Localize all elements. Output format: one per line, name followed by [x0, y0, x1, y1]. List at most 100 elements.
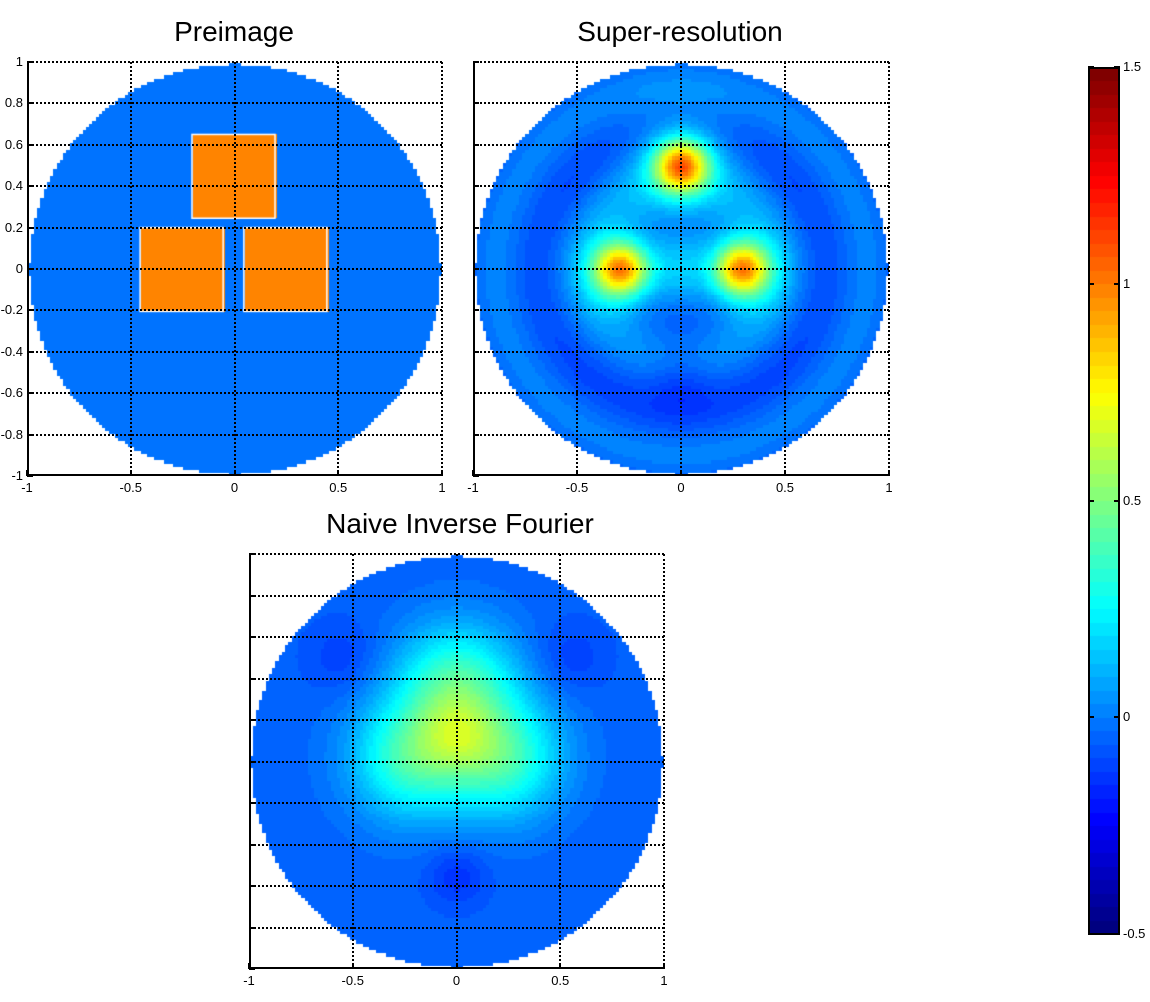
y-tick [249, 926, 255, 929]
colorbar-tick [1114, 282, 1120, 285]
x-tick [784, 470, 786, 476]
y-tick [249, 553, 255, 555]
y-tick-label: -0.2 [0, 302, 23, 318]
x-tick-label: 1 [438, 480, 446, 495]
x-tick-label: -1 [21, 480, 33, 495]
x-tick-label: 1 [660, 973, 668, 988]
gridline-vertical [888, 62, 890, 476]
y-tick [27, 392, 33, 395]
y-tick [473, 268, 479, 270]
y-tick-label: 0.4 [4, 178, 23, 194]
y-tick-label: -0.6 [0, 385, 23, 401]
y-tick [473, 185, 479, 188]
x-axis-line [249, 967, 664, 969]
colorbar-tick [1088, 282, 1094, 285]
colorbar-tick [1088, 499, 1094, 502]
y-tick [473, 392, 479, 395]
y-tick [27, 475, 33, 477]
super-resolution-title: Super-resolution [577, 16, 783, 47]
y-tick [473, 143, 479, 146]
y-tick-label: -0.8 [0, 426, 23, 442]
y-tick [27, 350, 33, 353]
colorbar-tick-label: 0.5 [1123, 492, 1142, 508]
x-tick-label: 0.5 [775, 480, 795, 495]
y-tick [249, 760, 255, 763]
y-tick [249, 843, 255, 846]
gridline-vertical [441, 62, 443, 476]
x-tick-label: 0 [452, 973, 461, 988]
colorbar-tick [1114, 716, 1120, 719]
x-tick-label: 0 [677, 480, 685, 495]
x-tick [576, 470, 578, 476]
colorbar-tick-label: -0.5 [1123, 926, 1146, 941]
y-tick [249, 636, 255, 638]
y-tick [27, 143, 33, 146]
x-tick-label: 0 [230, 480, 239, 495]
y-tick [249, 677, 255, 680]
x-tick-label: 0.5 [329, 480, 348, 495]
x-tick [351, 963, 354, 969]
y-tick-label: -0.4 [0, 343, 23, 359]
preimage-title: Preimage [174, 16, 294, 47]
y-tick [473, 350, 479, 353]
colorbar-tick [1088, 66, 1094, 68]
colorbar-tick-label: 0 [1123, 709, 1131, 725]
y-axis-line [473, 62, 475, 476]
y-tick-label: 0.8 [4, 95, 23, 111]
gridline-vertical [680, 62, 682, 476]
y-tick [27, 309, 33, 312]
x-tick [233, 470, 236, 476]
x-tick-label: -0.5 [565, 480, 589, 495]
x-tick [663, 963, 665, 969]
y-tick [473, 102, 479, 105]
x-tick [441, 470, 443, 476]
colorbar-tick [1088, 716, 1094, 719]
y-tick [27, 433, 33, 436]
y-tick-label: 1 [15, 54, 23, 69]
y-tick [473, 226, 479, 229]
colorbar-tick [1114, 66, 1120, 68]
x-tick-label: 0.5 [551, 973, 570, 988]
x-tick [337, 470, 340, 476]
x-tick [559, 963, 562, 969]
preimage-axes [26, 61, 443, 477]
y-axis-line [27, 62, 29, 476]
y-tick [249, 719, 255, 721]
y-tick-label: -1 [11, 468, 23, 483]
x-tick [455, 963, 458, 969]
gridline-vertical [663, 554, 665, 969]
y-tick [27, 102, 33, 105]
y-axis-line [249, 554, 251, 969]
gridline-vertical [233, 62, 236, 476]
gridline-vertical [784, 62, 786, 476]
colorbar-tick [1114, 933, 1120, 935]
y-tick [249, 594, 255, 597]
x-axis-line [27, 474, 442, 476]
y-tick [249, 885, 255, 887]
x-tick-label: -1 [243, 973, 255, 988]
x-axis-line [473, 474, 889, 476]
gridline-vertical [559, 554, 562, 969]
y-tick-label: 0.2 [4, 219, 23, 235]
x-tick-label: 1 [885, 480, 893, 495]
y-tick-label: 0 [15, 261, 23, 276]
gridline-vertical [129, 62, 132, 476]
gridline-vertical [337, 62, 340, 476]
y-tick [473, 61, 479, 63]
y-tick [249, 968, 255, 970]
y-tick [27, 61, 33, 63]
y-tick-label: 0.6 [4, 136, 23, 152]
y-tick [249, 802, 255, 804]
y-tick [473, 475, 479, 477]
x-tick-label: -1 [467, 480, 479, 495]
y-tick [27, 226, 33, 229]
naive-inverse-fourier-title: Naive Inverse Fourier [326, 508, 594, 539]
x-tick [129, 470, 132, 476]
gridline-vertical [576, 62, 578, 476]
x-tick [680, 470, 682, 476]
super-resolution-axes [472, 61, 890, 477]
x-tick-label: -0.5 [341, 973, 364, 988]
y-tick [473, 433, 479, 436]
gridline-vertical [455, 554, 458, 969]
y-tick [473, 309, 479, 312]
